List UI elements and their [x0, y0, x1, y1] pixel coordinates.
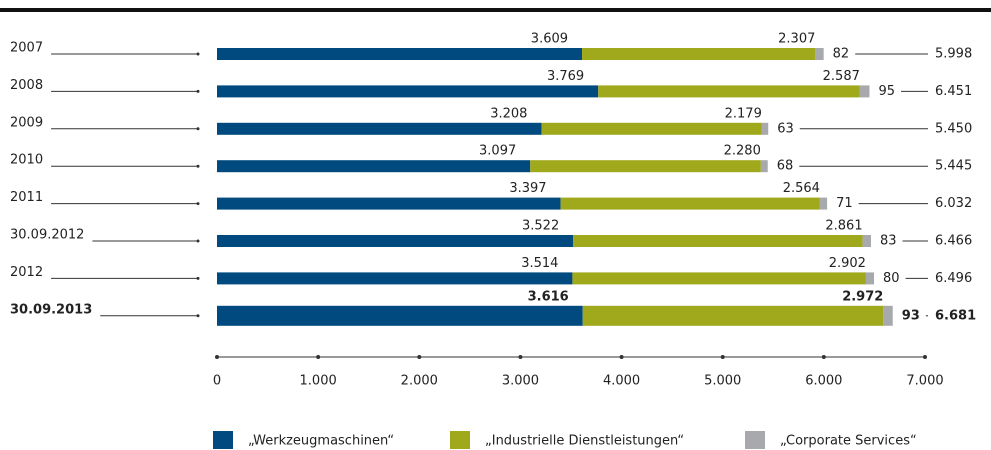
- value-label: 3.769: [547, 69, 584, 84]
- bar-segment: [761, 122, 769, 135]
- x-tick-label: 5.000: [704, 374, 741, 389]
- value-label: 3.097: [479, 144, 516, 159]
- bar-segment: [217, 305, 583, 326]
- legend-label: „Werkzeugmaschinen“: [248, 434, 394, 449]
- category-label: 2010: [10, 153, 43, 168]
- legend-swatch: [745, 431, 765, 449]
- x-tick-label: 7.000: [906, 374, 943, 389]
- x-tick: [923, 355, 927, 359]
- bar-segment: [883, 305, 893, 326]
- bar-segment: [541, 122, 762, 135]
- value-label: 93: [902, 308, 920, 323]
- value-label: 2.280: [724, 144, 761, 159]
- value-label: 3.397: [509, 181, 546, 196]
- value-label: 82: [833, 47, 850, 62]
- leader-dot: [196, 276, 200, 280]
- bar-segment: [217, 235, 574, 247]
- x-tick: [215, 355, 219, 359]
- value-label: 95: [878, 84, 895, 99]
- leader-dot: [196, 314, 200, 318]
- legend-label: „Industrielle Dienstleistungen“: [485, 434, 684, 449]
- value-label: 2.861: [825, 219, 862, 234]
- bar-segment: [217, 160, 531, 173]
- bar-segment: [573, 235, 863, 247]
- leader-dot: [196, 202, 200, 206]
- bar-segment: [598, 85, 860, 98]
- bar-segment: [217, 272, 573, 285]
- total-label: 6.681: [935, 308, 976, 323]
- category-label: 30.09.2012: [10, 228, 84, 243]
- bar-segment: [572, 272, 866, 285]
- x-tick: [821, 355, 826, 359]
- bar-segment: [582, 305, 884, 326]
- category-label: 2011: [10, 190, 43, 205]
- leader-dot: [196, 127, 200, 131]
- value-label: 2.902: [829, 256, 866, 271]
- value-label: 83: [880, 234, 897, 249]
- value-label: 68: [777, 159, 794, 174]
- x-tick-label: 1.000: [300, 374, 337, 389]
- category-label: 2009: [10, 115, 43, 130]
- value-label: 3.609: [531, 32, 568, 47]
- x-tick-label: 0: [213, 374, 221, 389]
- leader-dot: [196, 164, 200, 168]
- x-tick: [619, 355, 624, 359]
- total-label: 6.496: [935, 271, 972, 286]
- value-label: 3.208: [490, 106, 527, 121]
- value-label: 2.972: [842, 289, 883, 304]
- x-tick: [720, 355, 725, 359]
- x-tick: [518, 355, 523, 359]
- legend-swatch: [450, 431, 470, 449]
- value-label: 80: [883, 271, 900, 286]
- total-label: 6.032: [935, 196, 972, 211]
- x-tick-label: 2.000: [401, 374, 438, 389]
- bar-segment: [530, 160, 761, 173]
- value-label: 2.587: [823, 69, 860, 84]
- total-label: 5.445: [935, 159, 972, 174]
- bar-segment: [560, 197, 820, 210]
- legend-label: „Corporate Services“: [780, 434, 917, 449]
- bar-segment: [217, 122, 542, 135]
- category-label: 2008: [10, 78, 43, 93]
- x-tick: [316, 355, 321, 359]
- bar-segment: [217, 197, 561, 210]
- category-label: 2007: [10, 41, 43, 56]
- value-label: 2.179: [725, 106, 762, 121]
- bar-segment: [760, 160, 768, 173]
- bar-segment: [819, 197, 828, 210]
- bar-segment: [582, 48, 816, 60]
- value-label: 3.522: [522, 219, 559, 234]
- x-tick-label: 6.000: [805, 374, 842, 389]
- x-tick-label: 4.000: [603, 374, 640, 389]
- bar-segment: [217, 48, 583, 60]
- total-label: 6.466: [935, 234, 972, 249]
- leader-dot: [196, 52, 200, 56]
- bar-segment: [815, 48, 824, 60]
- bar-segment: [865, 272, 875, 285]
- category-label: 2012: [10, 265, 43, 280]
- top-rule: [0, 8, 991, 12]
- x-tick-label: 3.000: [502, 374, 539, 389]
- bar-segment: [217, 85, 599, 98]
- value-label: 2.564: [783, 181, 820, 196]
- x-tick: [417, 355, 422, 359]
- leader-dot: [196, 239, 200, 243]
- total-label: 5.998: [935, 47, 972, 62]
- category-label: 30.09.2013: [10, 302, 92, 317]
- value-label: 2.307: [778, 32, 815, 47]
- value-label: 3.514: [521, 256, 558, 271]
- total-label: 6.451: [935, 84, 972, 99]
- value-label: 71: [836, 196, 853, 211]
- leader-dot: [196, 89, 200, 93]
- value-label: 3.616: [528, 289, 569, 304]
- legend-swatch: [213, 431, 233, 449]
- bar-segment: [859, 85, 870, 98]
- value-label: 63: [777, 121, 794, 136]
- bar-segment: [862, 235, 871, 247]
- total-label: 5.450: [935, 121, 972, 136]
